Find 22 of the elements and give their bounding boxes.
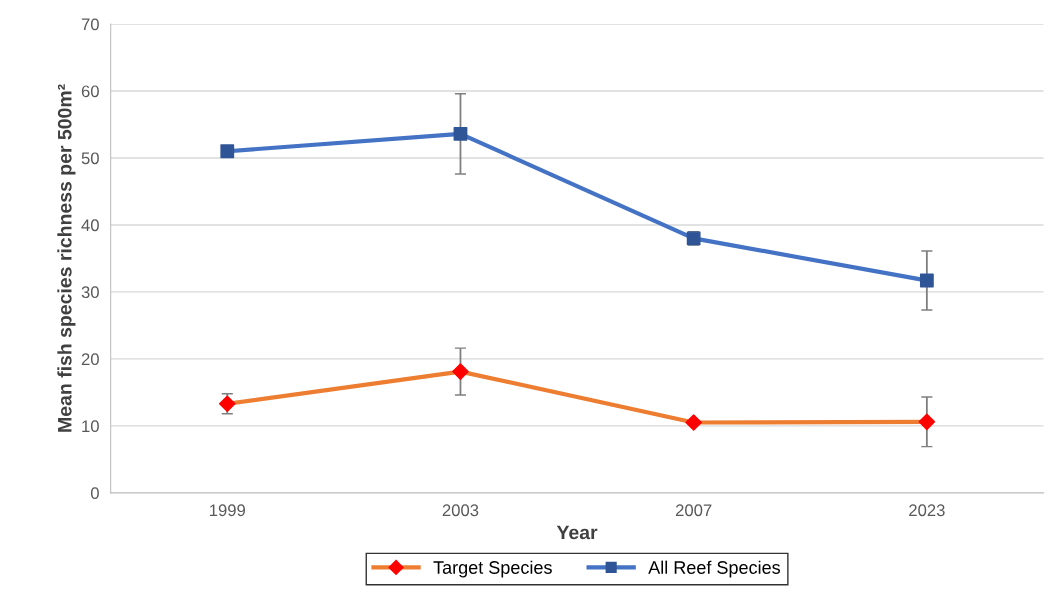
y-tick-label: 0 [90,487,99,500]
x-tick-label: 1999 [210,504,246,517]
y-tick-label: 60 [81,85,99,98]
legend-label: All Reef Species [648,560,780,578]
y-axis-title: Mean fish species richness per 500m² [57,84,76,432]
x-tick-label: 2003 [442,504,479,517]
y-tick-label: 50 [81,152,99,165]
y-tick-label: 20 [81,353,99,366]
x-axis-title: Year [556,525,598,540]
point [453,126,468,141]
point [918,413,936,431]
x-tick-label: 2023 [909,504,945,517]
y-tick-label: 10 [82,420,99,433]
point [919,273,934,288]
legend-label: Target Species [433,560,552,578]
x-tick-label: 2007 [675,504,712,517]
y-tick-label: 30 [81,286,99,299]
point [452,363,469,380]
point [220,144,235,159]
y-tick-label: 40 [81,219,99,232]
y-tick-label: 70 [81,18,99,31]
point [685,414,702,431]
